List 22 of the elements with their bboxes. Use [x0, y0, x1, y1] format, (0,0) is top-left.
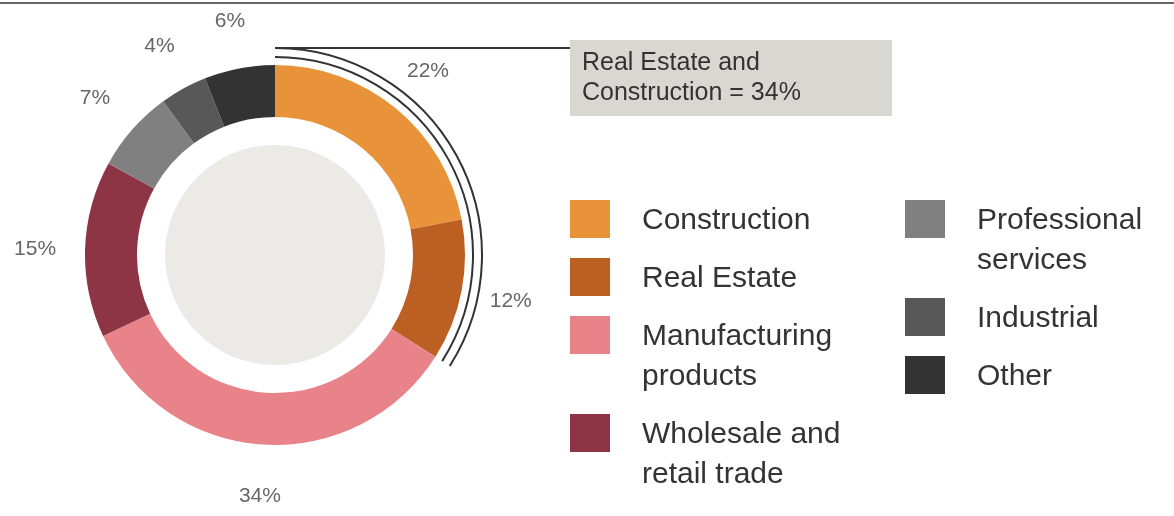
legend-label: Real Estate [642, 260, 798, 293]
data-label: 15% [14, 235, 57, 259]
donut-slice [85, 163, 155, 336]
data-label: 7% [79, 84, 111, 108]
data-label: 12% [489, 288, 532, 312]
donut-slice [108, 101, 194, 189]
legend-label: Manufacturing products [642, 318, 833, 391]
legend-label: Industrial [977, 300, 1099, 333]
data-label: 6% [214, 7, 246, 31]
data-label: 4% [144, 33, 175, 57]
text: Real Estate and Construction = 34% [582, 47, 801, 105]
data-label: 22% [406, 58, 449, 82]
data-label: 34% [238, 482, 281, 506]
donut-slice [163, 78, 225, 144]
donut-slice [391, 219, 465, 357]
donut-slice [103, 313, 436, 445]
legend-label: Professional services [977, 202, 1143, 275]
legend-label: Construction [642, 202, 811, 235]
legend-label: Other [977, 358, 1053, 391]
donut-slice [275, 65, 462, 230]
donut-slice [205, 65, 275, 127]
legend-label: Wholesale and retail trade [642, 416, 841, 489]
